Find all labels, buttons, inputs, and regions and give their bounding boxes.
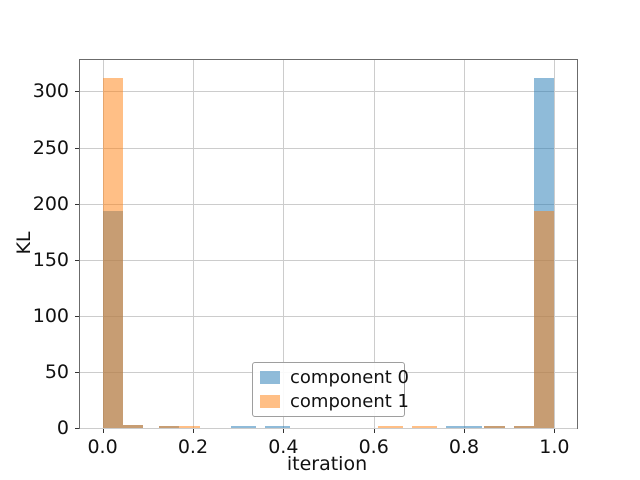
legend-row: component 1 — [253, 391, 409, 412]
x-tick-label: 1.0 — [539, 436, 570, 458]
y-tick-label: 50 — [44, 360, 69, 383]
bar-component-1 — [102, 77, 123, 428]
gridline-vertical — [464, 60, 466, 428]
y-tick-label: 200 — [32, 192, 69, 215]
y-tick-label: 100 — [32, 304, 69, 327]
legend-swatch-icon — [260, 371, 280, 385]
x-tick-label: 0.0 — [87, 436, 118, 458]
gridline-vertical — [373, 60, 375, 428]
x-tick-label: 0.6 — [358, 436, 389, 458]
legend-row: component 0 — [253, 367, 409, 388]
y-tick-mark — [75, 147, 79, 149]
legend-swatch-icon — [260, 394, 280, 408]
y-tick-label: 250 — [32, 136, 69, 159]
x-tick-label: 0.2 — [177, 436, 209, 458]
bar-component-0 — [231, 426, 257, 428]
x-tick-mark — [102, 429, 104, 433]
y-tick-mark — [75, 91, 79, 93]
y-tick-mark — [75, 203, 79, 205]
bar-component-1 — [122, 425, 144, 428]
y-axis-label: KL — [13, 231, 35, 255]
x-tick-label: 0.4 — [268, 436, 299, 458]
bar-component-0 — [265, 426, 291, 428]
bar-component-1 — [412, 426, 437, 428]
legend-label: component 0 — [290, 367, 410, 389]
x-tick-mark — [192, 429, 194, 433]
gridline-horizontal — [80, 203, 577, 205]
gridline-horizontal — [80, 91, 577, 93]
legend-label: component 1 — [290, 390, 410, 412]
y-tick-label: 0 — [56, 417, 69, 439]
bar-component-1 — [179, 426, 200, 428]
y-tick-mark — [75, 428, 79, 429]
bar-component-0 — [445, 425, 483, 428]
x-tick-mark — [464, 429, 466, 433]
x-tick-label: 0.8 — [448, 436, 480, 458]
gridline-vertical — [283, 60, 285, 428]
gridline-vertical — [192, 60, 194, 428]
x-axis-label: iteration — [286, 453, 368, 475]
bar-component-1 — [378, 426, 404, 428]
bar-component-1 — [484, 426, 505, 428]
gridline-vertical — [554, 60, 556, 428]
y-tick-mark — [75, 259, 79, 261]
x-tick-mark — [283, 429, 285, 433]
bar-component-1 — [534, 211, 555, 428]
y-tick-label: 300 — [32, 80, 69, 103]
legend: component 0 component 1 — [252, 362, 409, 417]
bar-component-1 — [513, 425, 535, 428]
gridline-horizontal — [80, 428, 577, 429]
gridline-horizontal — [80, 147, 577, 149]
x-tick-mark — [373, 429, 375, 433]
gridline-horizontal — [80, 259, 577, 261]
x-tick-mark — [554, 429, 556, 433]
bar-component-1 — [159, 426, 180, 428]
y-tick-label: 150 — [32, 248, 69, 271]
y-tick-mark — [75, 315, 79, 317]
y-tick-mark — [75, 371, 79, 373]
gridline-horizontal — [80, 315, 577, 317]
